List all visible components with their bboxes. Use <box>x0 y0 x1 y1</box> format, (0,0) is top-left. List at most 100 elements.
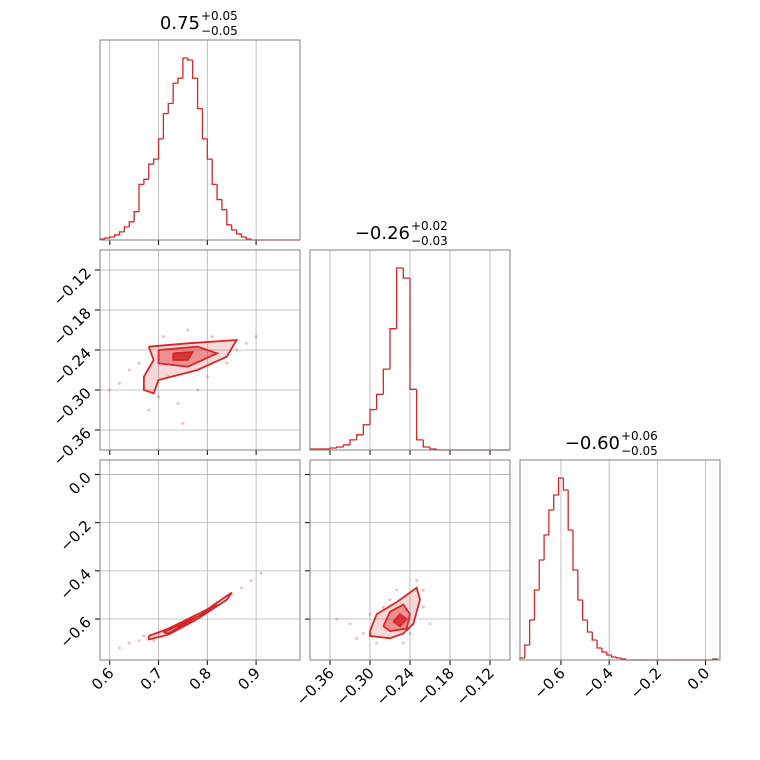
histogram-bin <box>123 226 130 232</box>
histogram-bin <box>416 389 424 441</box>
sample-point <box>137 639 141 643</box>
sample-point <box>127 641 131 645</box>
sample-point <box>196 388 200 392</box>
histogram-bin <box>349 439 357 445</box>
title-value: −0.60 <box>565 433 620 454</box>
histogram-bin <box>548 509 554 535</box>
histogram-bin <box>369 408 377 425</box>
sample-point <box>225 361 229 365</box>
histogram-bin <box>167 102 174 114</box>
panel-frame <box>99 459 301 661</box>
y-tick-label: −0.30 <box>50 384 95 429</box>
y-tick-label: −0.18 <box>50 304 95 349</box>
histogram-bin <box>610 655 617 658</box>
y-tick-label: −0.24 <box>50 344 95 389</box>
x-tick-label: −0.30 <box>333 664 378 709</box>
sample-point <box>137 361 141 365</box>
y-tick-label: −0.2 <box>56 517 94 555</box>
sample-point <box>210 605 214 609</box>
histogram-bin <box>196 78 203 110</box>
sample-point <box>421 605 425 609</box>
panel-frame <box>309 249 511 451</box>
histogram-bin <box>591 632 598 641</box>
sample-point <box>415 578 419 582</box>
title-value: 0.75 <box>160 13 200 34</box>
histogram-bin <box>615 657 622 659</box>
sample-point <box>368 612 372 616</box>
sample-point <box>200 610 204 614</box>
histogram-bin <box>109 236 115 238</box>
sample-point <box>235 348 239 352</box>
histogram-bin <box>422 439 430 448</box>
histogram-bin <box>187 58 193 61</box>
histogram-bin <box>240 233 247 238</box>
sample-point <box>157 395 161 399</box>
x-tick-label: −0.36 <box>293 664 338 709</box>
sample-point <box>127 368 131 372</box>
sample-point <box>118 646 122 650</box>
sample-point <box>186 328 190 332</box>
histogram-bin <box>577 570 583 601</box>
y-tick-label: −0.6 <box>56 613 94 651</box>
sample-point <box>142 634 146 638</box>
histogram-bin <box>396 267 404 329</box>
title-lower: −0.05 <box>201 24 238 38</box>
sample-point <box>108 388 112 392</box>
x-tick-label: 0.0 <box>684 664 714 694</box>
histogram-bin <box>572 530 578 571</box>
histogram-bin <box>402 268 410 279</box>
y-tick-label: −0.12 <box>50 264 95 309</box>
contour <box>143 338 239 395</box>
x-tick-label: 0.7 <box>137 664 167 694</box>
histogram-bin <box>362 424 370 435</box>
title-lower: −0.05 <box>621 444 658 458</box>
x-tick-label: −0.12 <box>453 664 498 709</box>
contour <box>177 618 194 628</box>
histogram-bin <box>620 658 627 660</box>
contour <box>163 603 218 635</box>
histogram-bin <box>429 446 437 450</box>
y-tick-label: −0.36 <box>50 424 95 469</box>
histogram-bin <box>582 600 588 621</box>
sample-point <box>157 631 161 635</box>
x-tick-label: 0.8 <box>186 664 216 694</box>
title-upper: +0.06 <box>621 429 658 443</box>
histogram-bin <box>342 444 350 447</box>
histogram-bin <box>226 209 232 226</box>
sample-point <box>335 617 339 621</box>
histogram-bin <box>382 368 390 395</box>
histogram-bin <box>409 278 417 390</box>
histogram-bin <box>148 163 154 180</box>
histogram-bin <box>543 534 549 560</box>
sample-point <box>259 571 263 575</box>
sample-point <box>244 341 248 345</box>
sample-point <box>205 375 209 379</box>
x-tick-label: 0.6 <box>88 664 118 694</box>
x-tick-label: −0.2 <box>627 664 665 702</box>
panel-frame <box>309 459 511 661</box>
histogram-bin <box>211 159 218 186</box>
histogram-bin <box>586 620 593 633</box>
sample-point <box>361 631 365 635</box>
histogram-bin <box>118 231 125 235</box>
sample-point <box>428 622 432 626</box>
y-tick-label: 0.0 <box>65 469 95 499</box>
panel-frame <box>519 459 721 661</box>
histogram-bin <box>201 108 208 140</box>
sample-point <box>176 401 180 405</box>
histogram-bin <box>356 434 364 440</box>
histogram-bin <box>601 648 607 653</box>
title-upper: +0.05 <box>201 9 238 23</box>
sample-point <box>254 335 258 339</box>
x-tick-label: −0.24 <box>373 664 418 709</box>
x-tick-label: 0.9 <box>234 664 264 694</box>
histogram-bin <box>138 183 144 212</box>
histogram-bin <box>143 178 149 185</box>
histogram-bin <box>553 494 559 510</box>
histogram-bin <box>562 478 569 491</box>
histogram-bin <box>157 138 164 160</box>
contour <box>147 591 233 641</box>
histogram-bin <box>221 199 227 211</box>
histogram-bin <box>538 559 545 590</box>
